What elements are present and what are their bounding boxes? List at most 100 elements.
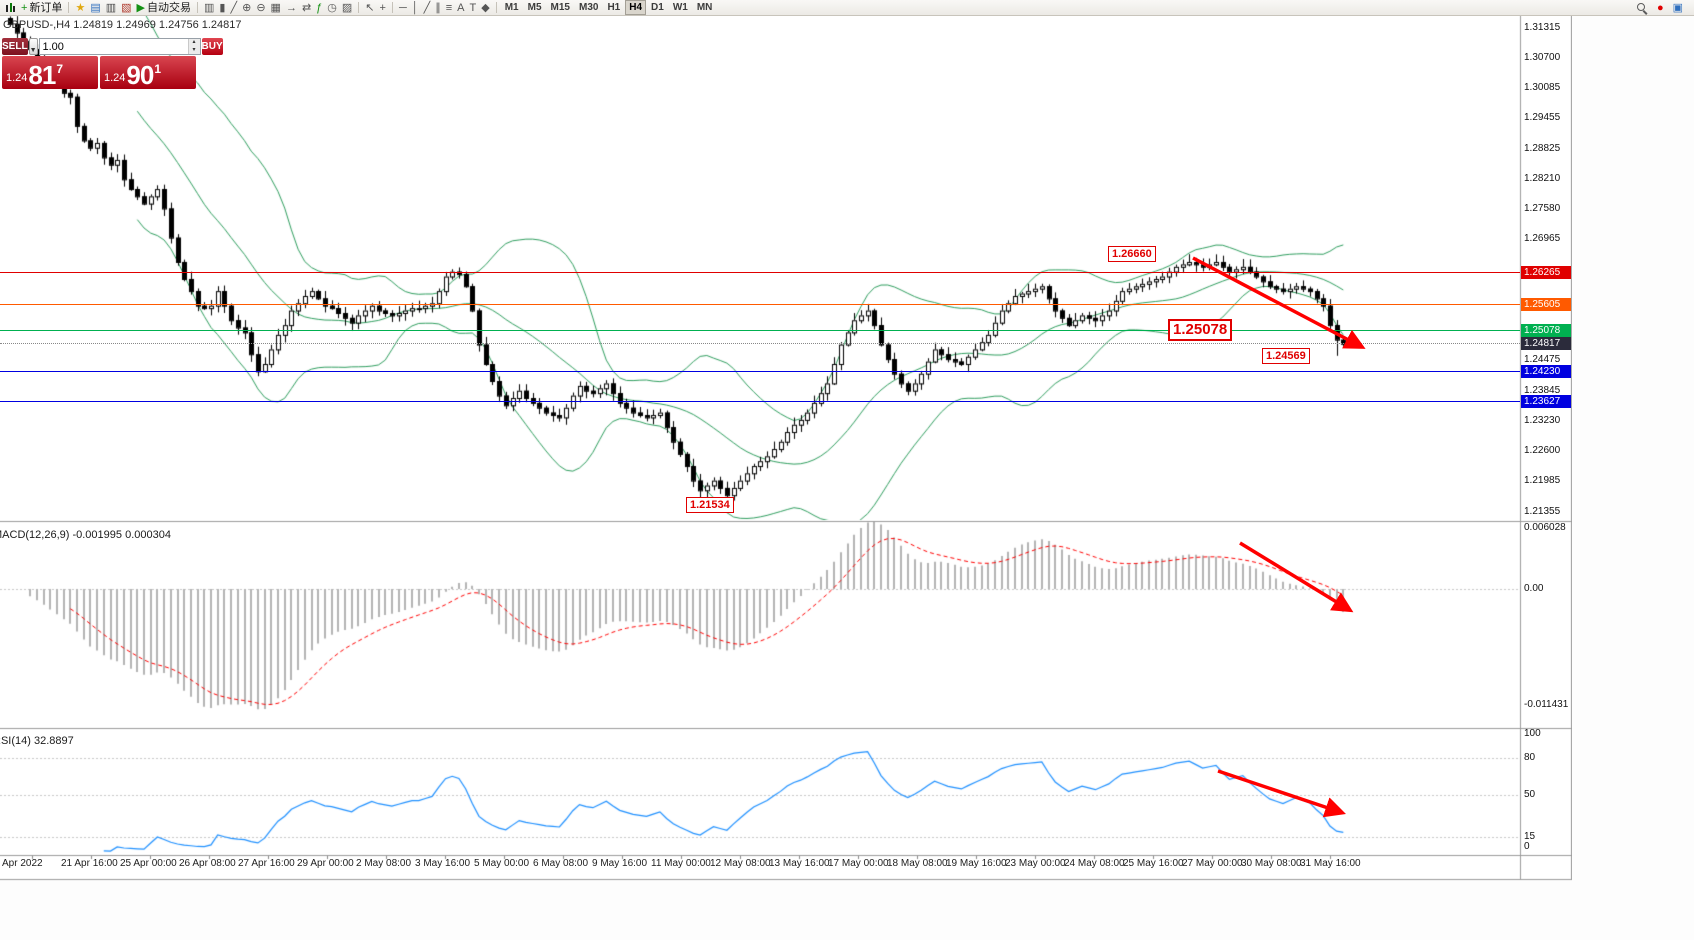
price-axis-label: 1.22600 [1524,445,1561,457]
zoom-in-icon[interactable]: ⊕ [240,1,253,15]
connection-status-icon[interactable]: ● [1655,1,1666,15]
price-scale-tag: 1.26265 [1521,266,1571,280]
time-axis-label: 13 May 16:00 [769,858,830,869]
trend-arrow[interactable] [1217,769,1346,818]
price-axis-label: 1.30085 [1524,81,1561,93]
connection-status-icon-glyph: ● [1656,1,1664,14]
label-tool-icon[interactable]: T [468,1,479,15]
sell-button[interactable]: SELL [2,38,28,55]
crosshair-icon[interactable]: + [378,1,388,15]
channel-icon[interactable]: ∥ [433,1,443,15]
time-axis-label: 31 May 16:00 [1300,858,1361,869]
templates-icon[interactable]: ▨ [340,1,354,15]
bid-price-display[interactable]: 1.24 81 7 [2,56,98,89]
navigator-icon[interactable]: ▧ [119,1,133,15]
trend-arrow[interactable] [1239,541,1354,613]
price-axis-label: 1.26965 [1524,233,1561,245]
time-axis-label: 30 May 08:00 [1241,858,1302,869]
market-watch-icon-glyph: ▤ [90,1,101,14]
timeframe-button-m5[interactable]: M5 [527,2,542,13]
market-watch-icon[interactable]: ▤ [88,1,102,15]
horizontal-line-icon-glyph: ─ [398,1,407,14]
data-window-icon[interactable]: ▥ [104,1,118,15]
horizontal-level-line[interactable] [0,330,1520,332]
volume-decrease-button[interactable]: ▾ [188,46,200,54]
price-callout[interactable]: 1.24569 [1262,348,1310,364]
toolbar-separator [68,2,70,13]
tile-windows-icon[interactable]: ▦ [269,1,283,15]
vertical-line-icon-glyph: │ [411,1,419,14]
cursor-icon[interactable]: ↖ [363,1,376,15]
chart-shift-icon-glyph: ⇄ [301,1,312,14]
horizontal-level-line[interactable] [0,371,1520,373]
line-chart-icon[interactable]: ╱ [228,1,239,15]
buy-button[interactable]: BUY [201,38,223,55]
time-axis-label: 25 Apr 00:00 [120,858,177,869]
zoom-in-icon-glyph: ⊕ [242,1,252,14]
time-axis-label: 27 May 00:00 [1182,858,1243,869]
timeframe-button-m15[interactable]: M15 [550,2,570,13]
volume-increase-button[interactable]: ▴ [188,39,200,47]
time-axis-label: 12 May 08:00 [710,858,771,869]
timeframe-button-h1[interactable]: H1 [607,2,621,13]
new-order-button[interactable]: + 新订单 [19,1,64,15]
horizontal-level-line[interactable] [0,342,1520,344]
shapes-icon[interactable]: ◆ [479,1,491,15]
rsi-indicator-label: RSI(14) 32.8897 [0,735,74,747]
auto-trading-button-glyph: ▶ [136,1,145,14]
line-chart-icon-glyph: ╱ [230,1,238,14]
volume-input[interactable] [39,39,188,54]
chart-shift-icon[interactable]: ⇄ [300,1,313,15]
periods-icon[interactable]: ◷ [325,1,339,15]
main-toolbar: + 新订单 ★ ▤ ▥ ▧ ▶ 自动交易 ▥ ▮ ╱ ⊕ ⊖ ▦ → ⇄ ƒ ◷ ▨ ↖ + ─ │ ╱ ∥ ≡ A T ◆ M1 M5 M1… [0,0,1694,16]
price-axis-label: 1.24475 [1524,354,1561,366]
timeframe-button-h4[interactable]: H4 [625,0,647,15]
horizontal-line-icon[interactable]: ─ [397,1,409,15]
macd-scale-label: 0.006028 [1524,521,1566,533]
vertical-line-icon[interactable]: │ [410,1,421,15]
price-callout[interactable]: 1.21534 [686,497,734,513]
fibonacci-icon[interactable]: ≡ [444,1,454,15]
ask-big-digits: 90 [126,60,154,90]
candlestick-icon[interactable]: ▮ [217,1,227,15]
price-scale-tag: 1.24230 [1521,365,1571,379]
price-callout[interactable]: 1.26660 [1108,246,1156,262]
auto-scroll-icon[interactable]: → [284,1,299,15]
price-axis-label: 1.28210 [1524,172,1561,184]
favorites-icon[interactable]: ★ [73,1,87,15]
horizontal-level-line[interactable] [0,400,1520,402]
price-scale-tag: 1.24817 [1521,336,1571,350]
timeframe-button-m30[interactable]: M30 [578,2,599,13]
volume-dropdown-button[interactable]: ▼ [28,38,38,55]
timeframe-button-d1[interactable]: D1 [651,2,664,13]
indicators-button[interactable]: ƒ [314,1,324,15]
horizontal-level-line[interactable] [0,304,1520,306]
time-axis-label: 9 May 16:00 [592,858,648,869]
text-tool-icon[interactable]: A [455,1,466,15]
notifications-icon[interactable]: ▣ [1671,1,1685,15]
bid-sup-digit: 7 [56,62,64,76]
channel-icon-glyph: ∥ [435,1,441,14]
trendline-icon[interactable]: ╱ [422,1,433,15]
crosshair-icon-glyph: + [379,1,386,14]
horizontal-level-line[interactable] [0,272,1520,274]
chart-window-icon[interactable] [3,1,18,15]
shapes-icon-glyph: ◆ [481,1,490,14]
search-icon[interactable] [1634,1,1650,15]
price-callout[interactable]: 1.25078 [1168,319,1233,341]
time-axis-label: 29 Apr 00:00 [297,858,354,869]
time-axis-label: 11 May 00:00 [651,858,711,869]
timeframe-button-mn[interactable]: MN [696,2,713,13]
ask-price-display[interactable]: 1.24 90 1 [100,56,196,89]
zoom-out-icon[interactable]: ⊖ [254,1,267,15]
macd-scale-label: -0.011431 [1524,699,1569,711]
timeframe-button-w1[interactable]: W1 [672,2,688,13]
periods-icon-glyph: ◷ [327,1,337,14]
timeframe-button-m1[interactable]: M1 [504,2,519,13]
volume-field: ▴ ▾ [38,38,201,55]
auto-trading-button[interactable]: ▶ 自动交易 [135,1,193,15]
macd-scale-label: 0.00 [1524,583,1544,594]
bar-chart-icon[interactable]: ▥ [202,1,216,15]
price-scale-tag: 1.23627 [1521,394,1571,408]
chevron-down-icon: ▼ [29,47,37,54]
